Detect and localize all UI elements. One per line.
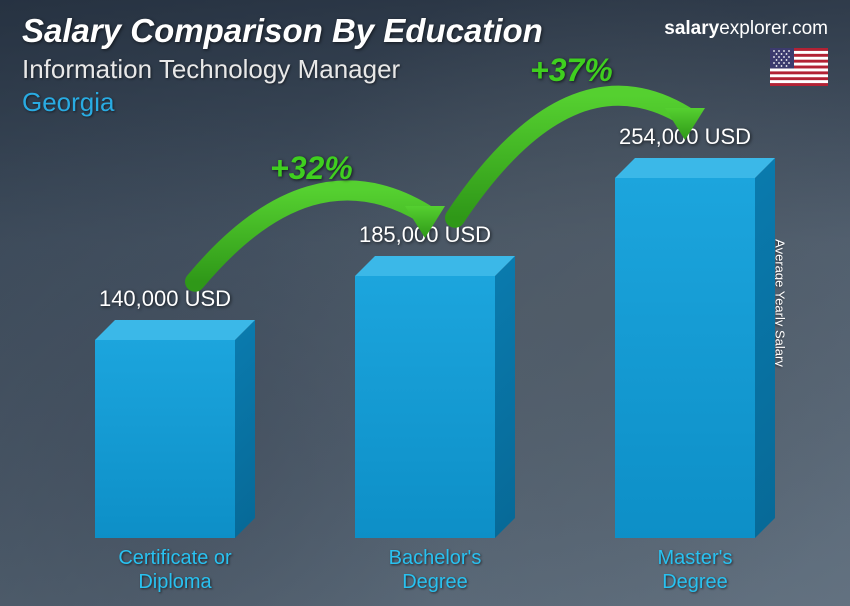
brand-bold: salary	[664, 18, 719, 39]
bar-group: 140,000 USDCertificate orDiploma	[80, 340, 270, 538]
brand-rest: explorer.com	[719, 18, 828, 39]
bar-side	[495, 256, 515, 538]
bar-group: 254,000 USDMaster'sDegree	[600, 178, 790, 538]
percent-increase-label: +32%	[270, 150, 353, 187]
bar-front	[355, 276, 495, 538]
percent-increase-label: +37%	[530, 52, 613, 89]
bar-value-label: 254,000 USD	[585, 124, 785, 150]
brand-logo: salaryexplorer.com	[664, 18, 828, 40]
job-title: Information Technology Manager	[22, 54, 828, 85]
bar-side	[755, 158, 775, 538]
bar-value-label: 140,000 USD	[65, 286, 265, 312]
bar-front	[615, 178, 755, 538]
bar-top	[355, 256, 515, 276]
bar-group: 185,000 USDBachelor'sDegree	[340, 276, 530, 538]
bar-top	[615, 158, 775, 178]
salary-bar-chart: 140,000 USDCertificate orDiploma185,000 …	[40, 116, 810, 596]
bar-top	[95, 320, 255, 340]
bar-category-label: Master'sDegree	[600, 546, 790, 594]
bar-side	[235, 320, 255, 538]
bar-value-label: 185,000 USD	[325, 222, 525, 248]
usa-flag-icon	[770, 48, 828, 86]
location: Georgia	[22, 87, 828, 118]
bar-category-label: Bachelor'sDegree	[340, 546, 530, 594]
bar-front	[95, 340, 235, 538]
bar-category-label: Certificate orDiploma	[80, 546, 270, 594]
